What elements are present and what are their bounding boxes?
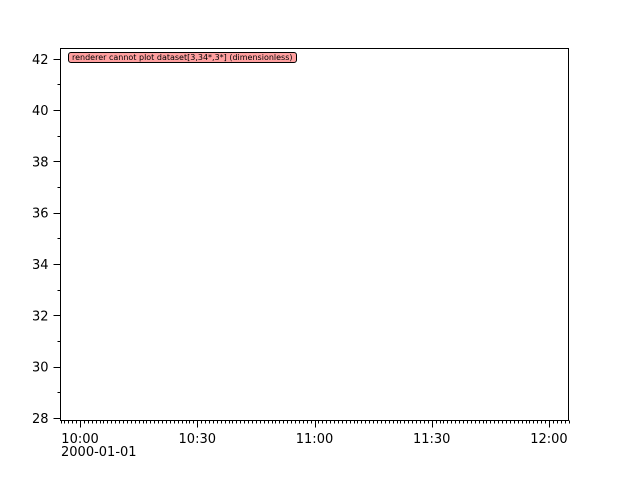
x-tick-label: 11:00 <box>296 432 333 447</box>
y-tick-label: 32 <box>32 309 49 324</box>
x-tick-label: 10:00 <box>61 432 98 447</box>
x-tick-label: 12:00 <box>530 432 567 447</box>
y-tick-label: 34 <box>32 258 49 273</box>
y-tick-label: 42 <box>32 53 49 68</box>
y-tick-label: 30 <box>32 361 49 376</box>
plot-frame <box>60 48 569 421</box>
x-axis: 10:00 10:30 11:00 11:30 12:00 <box>61 420 570 447</box>
y-tick-label: 38 <box>32 155 49 170</box>
y-tick-label: 40 <box>32 104 49 119</box>
x-tick-label: 10:30 <box>179 432 216 447</box>
x-date-label: 2000-01-01 <box>61 445 137 460</box>
y-tick-label: 28 <box>32 412 49 427</box>
x-tick-label: 11:30 <box>413 432 450 447</box>
error-message-badge: renderer cannot plot dataset[3,34*,3*] (… <box>68 52 297 63</box>
y-tick-label: 36 <box>32 207 49 222</box>
y-axis: 28 30 32 34 36 38 40 42 <box>32 53 61 427</box>
